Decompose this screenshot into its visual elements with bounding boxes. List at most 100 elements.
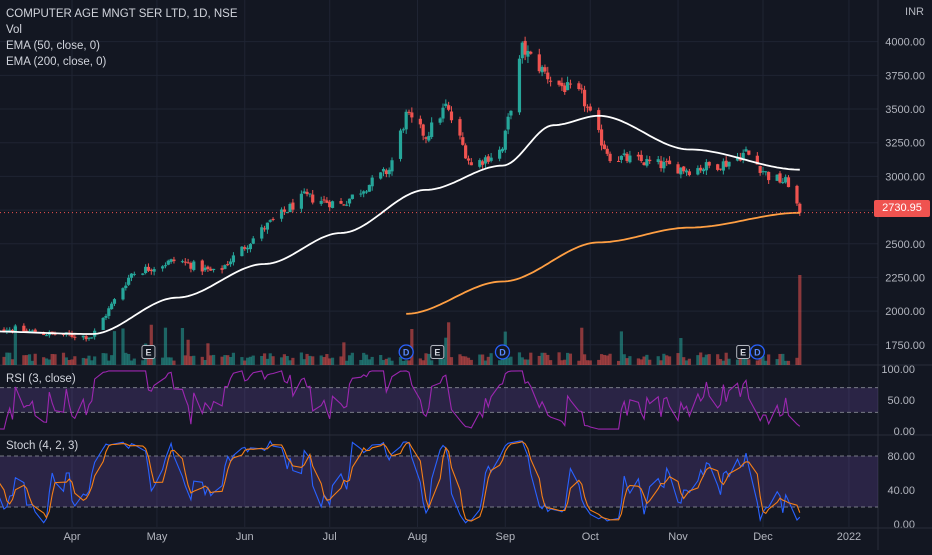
volume-bar [112,331,117,365]
dividend-marker[interactable]: D [494,344,511,360]
volume-bar [152,358,156,365]
candle-body [2,329,6,332]
candle-body [262,228,267,230]
candle-body [665,161,669,163]
time-tick: Jun [236,531,254,543]
volume-bar [747,359,751,365]
candle-body [764,171,768,173]
candle-body [288,203,292,213]
candle-body [767,171,771,181]
volume-bar [721,360,725,365]
candle-body [44,335,49,337]
candle-body [319,200,323,204]
volume-bar [370,356,374,365]
candle-body [367,184,371,192]
candle-body [483,157,488,164]
ema50-line [0,114,800,335]
candle-body [129,273,134,278]
candle-body [503,130,507,150]
volume-bar [767,354,771,365]
volume-bar [291,357,295,365]
candle-body [381,168,386,172]
candle-body [489,157,493,161]
candle-body [73,336,77,338]
volume-bar [359,359,363,365]
volume-bar [597,359,601,365]
volume-bar [223,355,227,365]
price-axis: 1750.002000.002250.002500.002750.003000.… [881,37,925,531]
candle-body [449,111,454,121]
volume-bar [209,355,213,365]
candle-body [302,191,306,194]
candle-body [718,168,723,170]
volume-bar [282,354,286,365]
volume-bar [305,353,309,365]
volume-bar [240,357,244,365]
volume-bar [546,354,550,365]
volume-bar [665,355,669,365]
currency-label: INR [905,6,924,18]
volume-bar [2,356,6,365]
rsi-tick: 100.00 [881,364,915,376]
price-tick: 4000.00 [885,37,925,49]
earnings-box [430,345,445,359]
candle-body [704,162,708,171]
volume-bar [299,352,303,365]
volume-bar [560,360,564,365]
candle-body [444,103,448,107]
candle-body [761,171,765,173]
candle-body [727,161,731,167]
candle-body [747,150,751,155]
candle-body [27,330,32,332]
candle-body [226,264,230,266]
volume-bar [568,353,573,365]
candle-body [509,110,513,116]
volume-bar [667,356,672,365]
candle-body [585,106,590,108]
volume-bar [427,353,431,365]
volume-bar [342,342,346,365]
candle-body [602,144,607,150]
earnings-marker[interactable]: E [430,345,445,359]
volume-bar [438,358,442,365]
candle-body [639,154,643,162]
volume-bar [387,357,391,365]
volume-bar [149,324,153,365]
volume-bar [265,358,270,365]
candle-body [798,203,802,213]
volume-bar [755,360,759,365]
volume-bar [248,356,253,365]
volume-bar [268,353,272,365]
candle-body [149,269,153,272]
earnings-marker[interactable]: E [141,345,156,359]
earnings-marker[interactable]: E [736,345,751,359]
price-tick: 2500.00 [885,239,925,251]
time-tick: Apr [63,531,80,543]
chart-title: COMPUTER AGE MNGT SER LTD, 1D, NSE [6,8,238,20]
candle-body [124,285,128,289]
price-tick: 2250.00 [885,272,925,284]
candle-body [441,107,445,119]
candle-body [418,118,422,125]
ema50-label: EMA (50, close, 0) [6,40,100,52]
volume-bar [701,357,706,365]
volume-bar [699,352,703,365]
volume-bar [659,360,663,365]
volume-bar [203,360,207,365]
candle-body [506,116,510,130]
volume-bar [588,360,592,365]
volume-bar [146,355,151,365]
volume-bar [557,352,561,365]
dividend-marker[interactable]: D [398,344,414,360]
volume-bar [679,338,683,365]
candle-body [582,89,587,107]
time-tick: Dec [753,531,773,543]
dividend-marker[interactable]: D [749,344,765,360]
candle-body [721,161,725,171]
volume-bar [642,356,646,365]
candle-body [285,212,289,214]
volume-bar [738,356,742,365]
